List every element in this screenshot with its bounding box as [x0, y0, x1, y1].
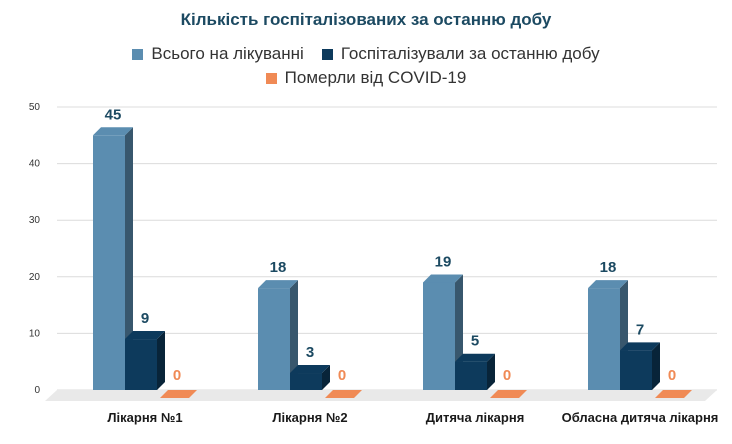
y-tick-label-1: 10: [29, 328, 41, 339]
bar-3-2: [655, 390, 692, 398]
legend-label-deaths: Померли від COVID-19: [284, 68, 467, 87]
legend-label-total: Всього на лікуванні: [151, 44, 304, 63]
data-label-2-2: 0: [503, 367, 511, 384]
legend-row-2: Померли від COVID-19: [0, 68, 732, 88]
legend-item-total[interactable]: Всього на лікуванні: [132, 44, 304, 64]
legend-item-hospitalized[interactable]: Госпіталізували за останню добу: [321, 44, 600, 64]
chart-floor: [45, 390, 717, 401]
y-tick-label-2: 20: [29, 272, 41, 283]
data-label-1-1: 3: [306, 344, 314, 361]
bar-2-0: [423, 282, 455, 390]
bar-1-1-top: [290, 365, 330, 374]
data-label-3-2: 0: [668, 367, 676, 384]
y-tick-label-5: 50: [29, 102, 41, 113]
chart-title: Кількість госпіталізованих за останню до…: [180, 10, 552, 29]
legend-swatch-total: [132, 48, 144, 60]
y-tick-label-3: 30: [29, 215, 41, 226]
data-label-0-0: 45: [105, 106, 122, 123]
legend-swatch-deaths: [265, 72, 277, 84]
bar-1-2: [325, 390, 362, 398]
bar-0-0-top: [93, 127, 133, 136]
bar-0-2: [160, 390, 197, 398]
bar-1-0-top: [258, 280, 298, 289]
data-label-1-0: 18: [270, 259, 287, 276]
data-label-0-1: 9: [141, 310, 149, 327]
bar-1-1: [290, 373, 322, 390]
legend-label-hospitalized: Госпіталізували за останню добу: [340, 44, 600, 63]
bar-3-0-top: [588, 280, 628, 289]
y-tick-label-0: 0: [34, 385, 40, 396]
legend-row-1: Всього на лікуванні Госпіталізували за о…: [0, 44, 732, 64]
bar-1-0: [258, 288, 290, 390]
y-tick-label-4: 40: [29, 159, 41, 170]
x-tick-label-2: Дитяча лікарня: [426, 410, 525, 425]
data-label-2-1: 5: [471, 333, 479, 350]
bar-2-1-side: [487, 353, 495, 390]
data-label-3-1: 7: [636, 321, 644, 338]
bar-0-1-top: [125, 331, 165, 340]
bar-3-1-side: [652, 342, 660, 390]
bar-1-1-side: [322, 365, 330, 390]
bar-3-1-top: [620, 342, 660, 351]
legend-swatch-hospitalized: [321, 48, 333, 60]
bar-3-1: [620, 350, 652, 390]
bar-0-1: [125, 339, 157, 390]
data-label-3-0: 18: [600, 259, 617, 276]
bar-2-2: [490, 390, 527, 398]
bar-0-0: [93, 135, 125, 390]
bar-2-1: [455, 361, 487, 390]
bar-0-1-side: [157, 331, 165, 390]
bar-1-0-side: [290, 280, 298, 390]
bar-3-0: [588, 288, 620, 390]
x-tick-label-1: Лікарня №2: [272, 410, 347, 425]
legend-item-deaths[interactable]: Померли від COVID-19: [265, 68, 467, 88]
data-label-1-2: 0: [338, 367, 346, 384]
bar-0-0-side: [125, 127, 133, 391]
data-label-2-0: 19: [435, 253, 452, 270]
x-tick-label-3: Обласна дитяча лікарня: [562, 410, 719, 425]
x-tick-label-0: Лікарня №1: [107, 410, 182, 425]
bar-2-0-top: [423, 274, 463, 283]
data-label-0-2: 0: [173, 367, 181, 384]
bar-2-1-top: [455, 353, 495, 362]
